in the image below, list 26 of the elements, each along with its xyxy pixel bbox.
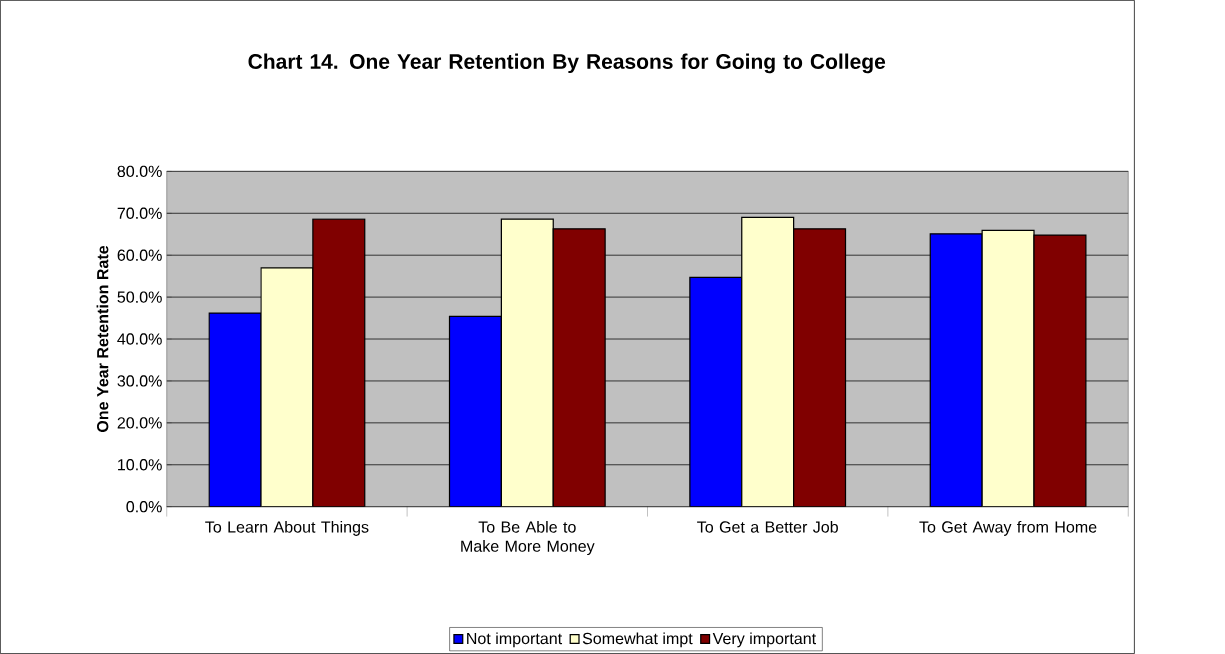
- x-tick-label: To Learn About Things: [205, 520, 369, 536]
- legend-label: Very important: [712, 632, 817, 648]
- bar: [312, 218, 366, 507]
- legend-label: Somewhat impt: [582, 632, 693, 648]
- x-tick-label: To Be Able to Make More Money: [461, 520, 595, 556]
- bar: [500, 218, 554, 507]
- x-tick-label: To Get a Better Job: [697, 520, 838, 533]
- y-tick-label: 80.0%: [117, 165, 162, 178]
- y-tick-label: 60.0%: [117, 249, 162, 261]
- x-tick-label: To Get Away from Home: [919, 520, 1097, 536]
- y-axis-title: One Year Retention Rate: [96, 245, 109, 433]
- y-tick-label: 50.0%: [117, 291, 162, 303]
- bar: [1033, 234, 1087, 507]
- y-tick-label: 20.0%: [117, 417, 162, 429]
- y-tick-label: 30.0%: [117, 375, 162, 387]
- bar: [260, 267, 314, 507]
- y-tick-label: 0.0%: [126, 501, 162, 513]
- y-tick-label: 10.0%: [118, 459, 162, 471]
- y-tick-label: 70.0%: [117, 207, 162, 219]
- chart-title: Chart 14. One Year Retention By Reasons for Going to College: [248, 53, 886, 74]
- y-tick-label: 40.0%: [117, 333, 162, 345]
- bar: [741, 216, 795, 507]
- bar: [981, 229, 1035, 507]
- legend-label: Not important: [467, 632, 563, 648]
- bar: [552, 228, 606, 507]
- bar: [793, 228, 847, 507]
